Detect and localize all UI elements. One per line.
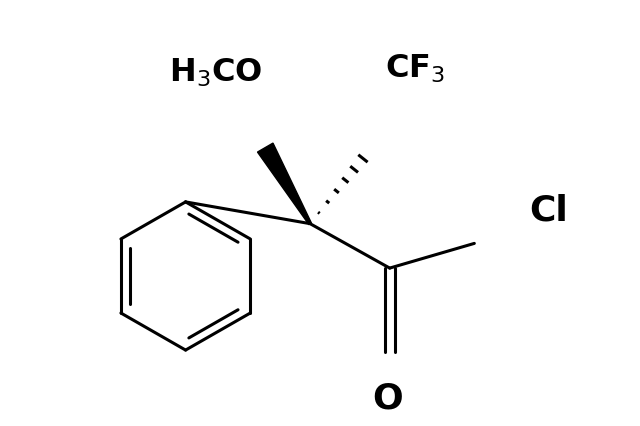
Text: H$_3$CO: H$_3$CO xyxy=(169,56,262,89)
Text: CF$_3$: CF$_3$ xyxy=(385,52,445,85)
Polygon shape xyxy=(257,143,311,225)
Text: Cl: Cl xyxy=(529,194,568,228)
Text: O: O xyxy=(372,382,403,416)
